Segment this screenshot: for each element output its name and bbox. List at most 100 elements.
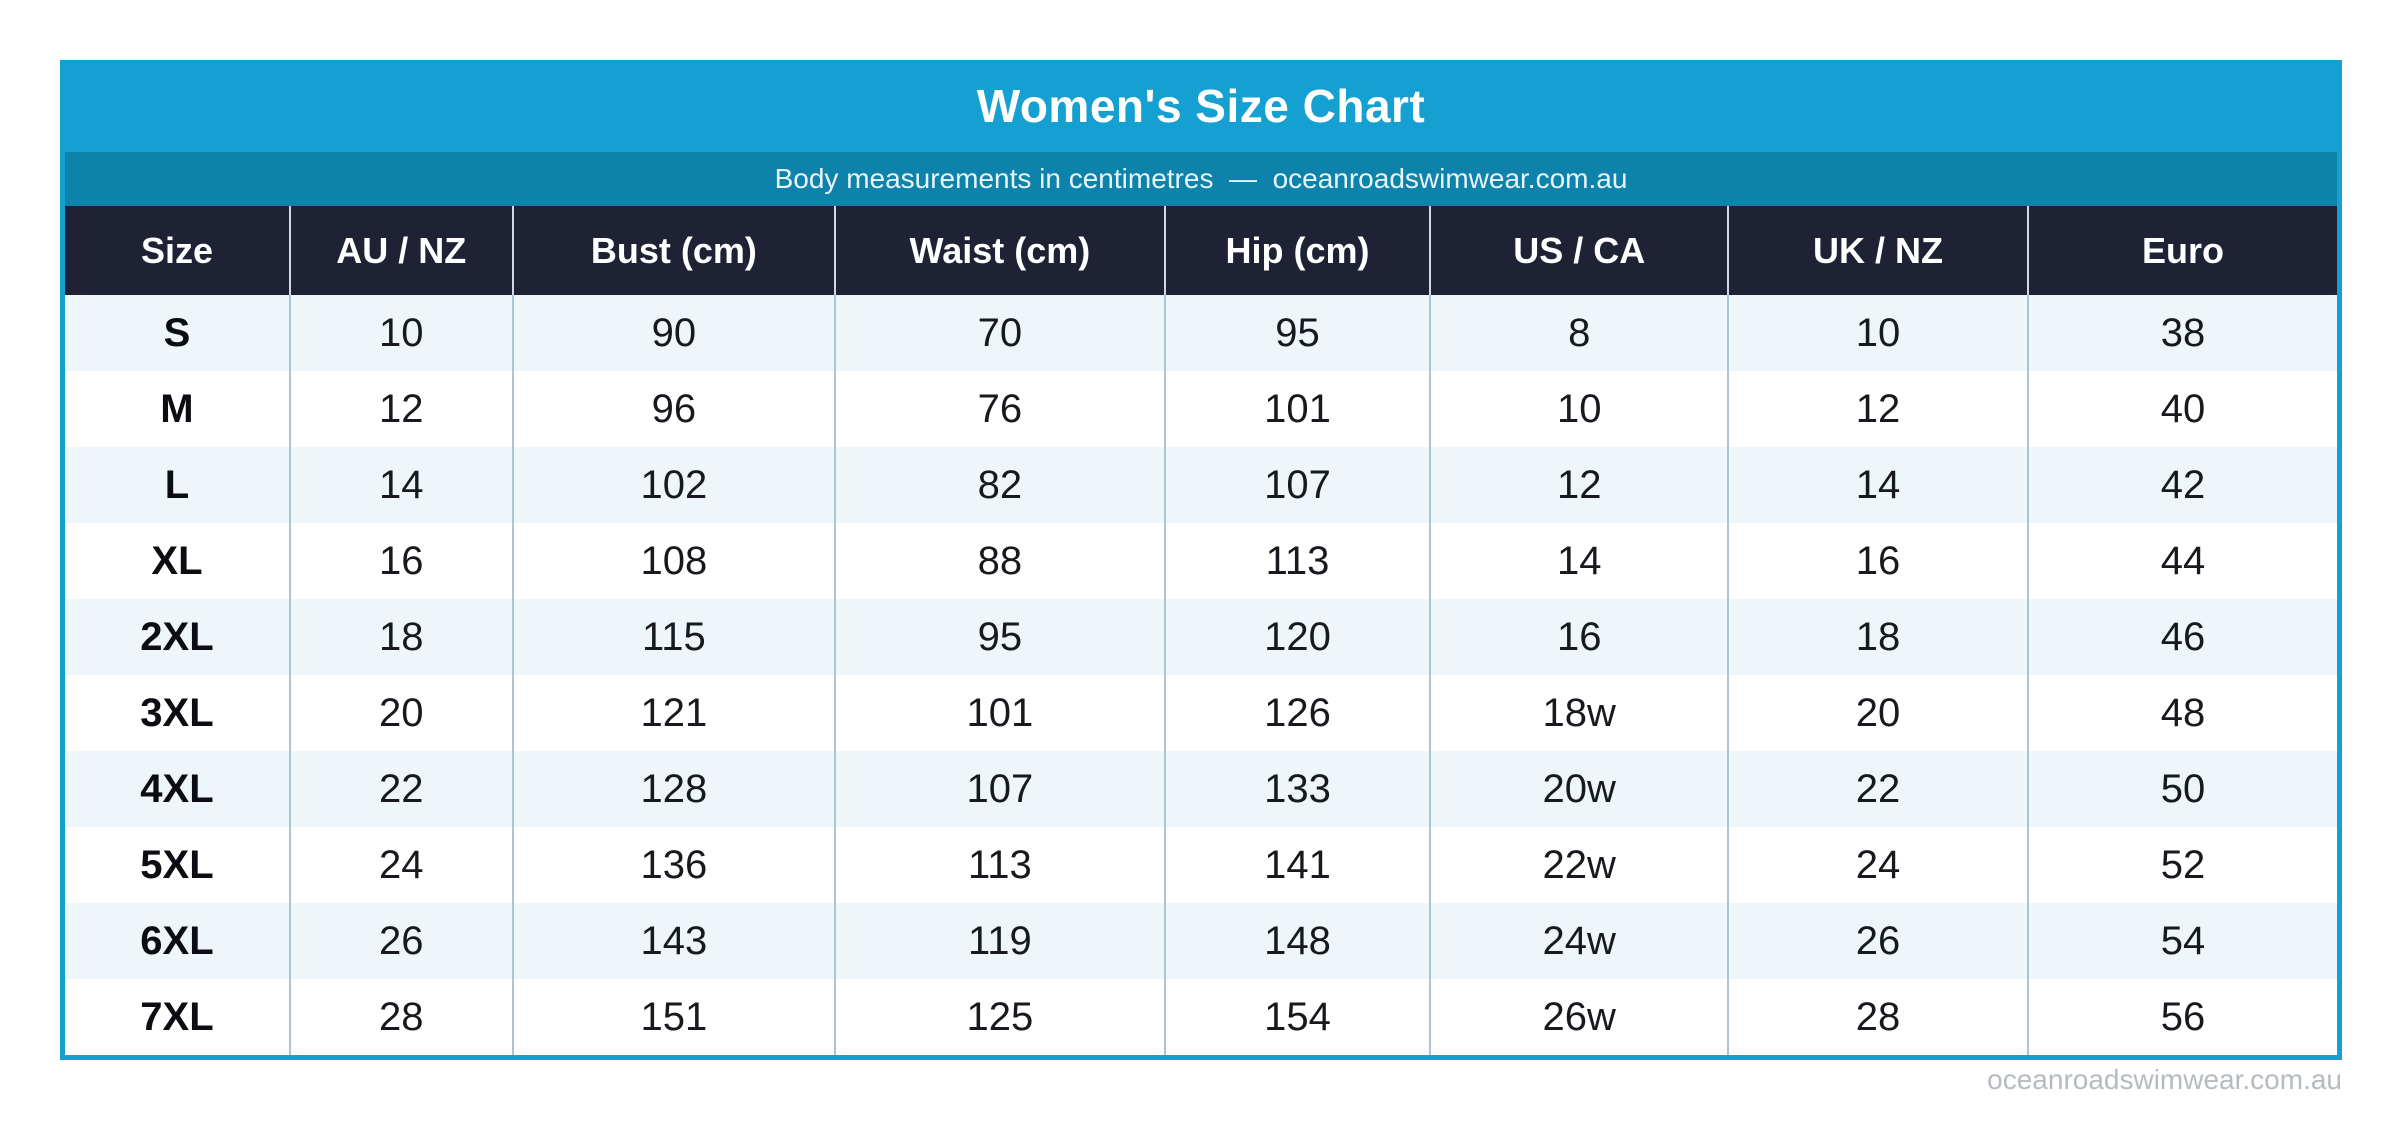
- table-cell: 113: [834, 827, 1165, 903]
- page-title: Women's Size Chart: [976, 80, 1426, 132]
- table-cell: 14: [1429, 523, 1729, 599]
- row-size-label: L: [65, 447, 290, 523]
- table-cell: 101: [1163, 371, 1431, 447]
- table-cell: 121: [511, 675, 836, 751]
- table-cell: 56: [2026, 979, 2337, 1055]
- table-cell: 148: [1163, 903, 1431, 979]
- table-cell: 151: [511, 979, 836, 1055]
- table-cell: 14: [288, 447, 513, 523]
- table-cell: 125: [834, 979, 1165, 1055]
- table-cell: 20: [288, 675, 513, 751]
- table-cell: 20w: [1429, 751, 1729, 827]
- table-cell: 22: [1727, 751, 2028, 827]
- column-header-euro: Euro: [2026, 206, 2337, 295]
- subtitle-bar: Body measurements in centimetres — ocean…: [65, 152, 2337, 206]
- table-cell: 126: [1163, 675, 1431, 751]
- table-row: 7XL 28 151 125 154 26w 28 56: [65, 979, 2337, 1055]
- table-cell: 10: [1429, 371, 1729, 447]
- table-cell: 12: [1727, 371, 2028, 447]
- table-cell: 22w: [1429, 827, 1729, 903]
- table-cell: 28: [1727, 979, 2028, 1055]
- table-cell: 26w: [1429, 979, 1729, 1055]
- table-cell: 24w: [1429, 903, 1729, 979]
- table-row: 5XL 24 136 113 141 22w 24 52: [65, 827, 2337, 903]
- table-cell: 16: [1429, 599, 1729, 675]
- table-row: S 10 90 70 95 8 10 38: [65, 295, 2337, 371]
- table-cell: 40: [2026, 371, 2337, 447]
- size-chart-card: Women's Size Chart Body measurements in …: [60, 60, 2342, 1060]
- row-size-label: 7XL: [65, 979, 290, 1055]
- table-row: 6XL 26 143 119 148 24w 26 54: [65, 903, 2337, 979]
- row-size-label: M: [65, 371, 290, 447]
- table-row: 4XL 22 128 107 133 20w 22 50: [65, 751, 2337, 827]
- row-size-label: 2XL: [65, 599, 290, 675]
- subtitle-text: Body measurements in centimetres — ocean…: [774, 163, 1628, 194]
- row-size-label: 3XL: [65, 675, 290, 751]
- row-size-label: XL: [65, 523, 290, 599]
- table-cell: 12: [1429, 447, 1729, 523]
- table-row: 3XL 20 121 101 126 18w 20 48: [65, 675, 2337, 751]
- row-size-label: 5XL: [65, 827, 290, 903]
- table-cell: 82: [834, 447, 1165, 523]
- table-cell: 10: [1727, 295, 2028, 371]
- row-size-label: 4XL: [65, 751, 290, 827]
- table-cell: 46: [2026, 599, 2337, 675]
- table-cell: 90: [511, 295, 836, 371]
- table-cell: 20: [1727, 675, 2028, 751]
- table-row: M 12 96 76 101 10 12 40: [65, 371, 2337, 447]
- table-cell: 26: [1727, 903, 2028, 979]
- header-row: Size AU / NZ Bust (cm) Waist (cm) Hip (cm) US…: [65, 206, 2337, 295]
- column-header-waist-cm: Waist (cm): [834, 206, 1165, 295]
- table-cell: 50: [2026, 751, 2337, 827]
- table-cell: 24: [288, 827, 513, 903]
- table-cell: 48: [2026, 675, 2337, 751]
- column-header-us-ca: US / CA: [1429, 206, 1729, 295]
- table-cell: 154: [1163, 979, 1431, 1055]
- column-header-au-nz: AU / NZ: [288, 206, 513, 295]
- table-cell: 88: [834, 523, 1165, 599]
- title-bar: Women's Size Chart: [65, 60, 2337, 152]
- table-cell: 115: [511, 599, 836, 675]
- column-header-bust-cm: Bust (cm): [511, 206, 836, 295]
- table-cell: 44: [2026, 523, 2337, 599]
- row-size-label: S: [65, 295, 290, 371]
- table-cell: 38: [2026, 295, 2337, 371]
- table-cell: 42: [2026, 447, 2337, 523]
- row-size-label: 6XL: [65, 903, 290, 979]
- table-cell: 107: [834, 751, 1165, 827]
- table-cell: 14: [1727, 447, 2028, 523]
- table-cell: 18w: [1429, 675, 1729, 751]
- table-cell: 96: [511, 371, 836, 447]
- table-cell: 119: [834, 903, 1165, 979]
- table-cell: 76: [834, 371, 1165, 447]
- column-header-size: Size: [65, 206, 290, 295]
- table-cell: 54: [2026, 903, 2337, 979]
- table-cell: 70: [834, 295, 1165, 371]
- table-row: L 14 102 82 107 12 14 42: [65, 447, 2337, 523]
- table-cell: 136: [511, 827, 836, 903]
- column-header-hip-cm: Hip (cm): [1163, 206, 1431, 295]
- table-cell: 26: [288, 903, 513, 979]
- table-cell: 28: [288, 979, 513, 1055]
- table-cell: 113: [1163, 523, 1431, 599]
- table-cell: 143: [511, 903, 836, 979]
- footer-watermark: oceanroadswimwear.com.au: [1987, 1064, 2342, 1095]
- table-cell: 10: [288, 295, 513, 371]
- table-cell: 108: [511, 523, 836, 599]
- table-cell: 128: [511, 751, 836, 827]
- table-cell: 102: [511, 447, 836, 523]
- column-header-uk-nz: UK / NZ: [1727, 206, 2028, 295]
- table-cell: 12: [288, 371, 513, 447]
- table-cell: 18: [1727, 599, 2028, 675]
- table-cell: 95: [834, 599, 1165, 675]
- table-cell: 52: [2026, 827, 2337, 903]
- table-cell: 107: [1163, 447, 1431, 523]
- table-cell: 133: [1163, 751, 1431, 827]
- table-cell: 8: [1429, 295, 1729, 371]
- table-cell: 16: [1727, 523, 2028, 599]
- table-cell: 101: [834, 675, 1165, 751]
- table-cell: 141: [1163, 827, 1431, 903]
- table-cell: 18: [288, 599, 513, 675]
- table-cell: 24: [1727, 827, 2028, 903]
